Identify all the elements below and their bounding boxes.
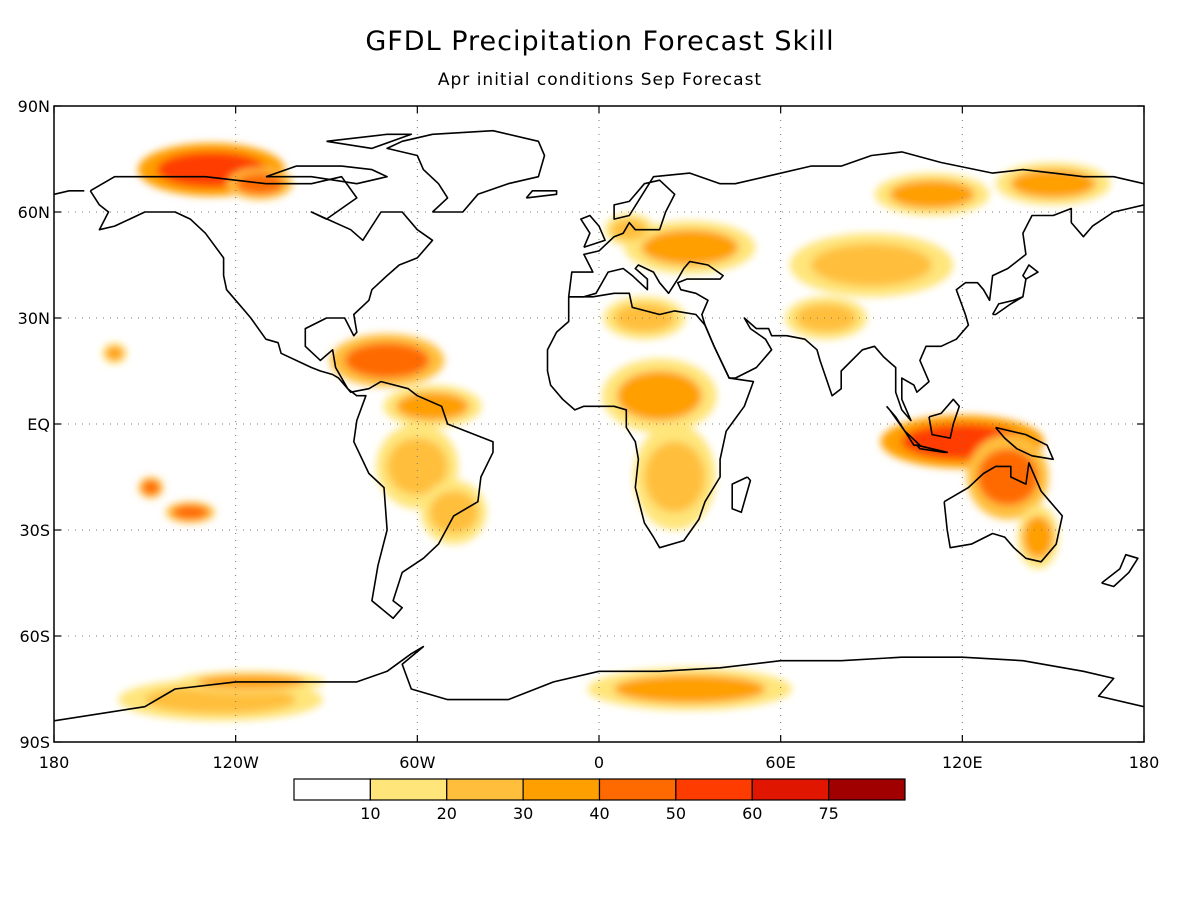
x-tick-label: 120E [942, 753, 983, 772]
x-tick-label: 0 [594, 753, 604, 772]
skill-region [889, 180, 975, 209]
skill-region [344, 342, 430, 379]
y-tick-label: 30S [19, 521, 50, 540]
x-tick-label: 180 [1129, 753, 1160, 772]
colorbar-swatch [369, 778, 448, 801]
skill-region [614, 674, 766, 704]
skill-region [1022, 515, 1054, 559]
skill-region [617, 371, 702, 421]
skill-field [102, 143, 1111, 721]
colorbar-label: 30 [513, 804, 533, 823]
coastline [568, 204, 1144, 422]
colorbar-label: 60 [742, 804, 762, 823]
skill-region [810, 243, 933, 287]
coastline [928, 398, 961, 439]
coastline [265, 165, 388, 185]
chart-subtitle: Apr initial conditions Sep Forecast [437, 70, 763, 90]
colorbar-label: 50 [666, 804, 686, 823]
coastline [326, 133, 413, 150]
coastline [943, 462, 1064, 563]
coastline [525, 190, 558, 199]
skill-region [172, 505, 209, 520]
colorbar-swatch [522, 778, 601, 801]
colorbar-label: 40 [589, 804, 609, 823]
x-tick-label: 180 [39, 753, 70, 772]
colorbar-swatch [293, 778, 371, 801]
x-tick-label: 60E [765, 753, 795, 772]
coastline [994, 426, 1054, 461]
colorbar-label: 10 [360, 804, 380, 823]
skill-region [144, 685, 297, 714]
coastline [1101, 553, 1139, 588]
coastline [54, 190, 85, 196]
colorbar-swatch [446, 778, 524, 801]
axes: 180 120W 60W 0 60E 120E 180 90N 60N 30N EQ 30S 60S 90… [18, 97, 1160, 772]
skill-region [141, 480, 160, 495]
gridlines [54, 106, 1144, 742]
skill-region [641, 229, 739, 265]
coastline [916, 444, 948, 454]
skill-region [644, 441, 705, 513]
coastline [580, 214, 606, 249]
colorbar-label: 20 [437, 804, 457, 823]
coastline [386, 129, 546, 213]
skill-region [396, 392, 469, 421]
skill-region [105, 346, 124, 361]
skill-region [429, 491, 478, 534]
colorbar-swatch [675, 778, 753, 801]
y-tick-label: 90S [19, 733, 50, 752]
x-tick-label: 120W [212, 753, 259, 772]
skill-region [614, 303, 675, 333]
skill-region [387, 438, 448, 495]
y-tick-label: EQ [27, 415, 50, 434]
y-tick-label: 90N [18, 97, 50, 116]
coastline [89, 175, 494, 620]
y-tick-label: 60S [19, 627, 50, 646]
coastline [54, 645, 1144, 722]
skill-region [795, 303, 857, 333]
coastline [731, 476, 752, 514]
chart-title: GFDL Precipitation Forecast Skill [365, 26, 835, 57]
coastline [546, 292, 755, 549]
skill-region [977, 448, 1039, 506]
y-tick-label: 60N [18, 203, 50, 222]
y-tick-label: 30N [18, 309, 50, 328]
coastlines [54, 129, 1144, 722]
coastline [991, 264, 1039, 316]
colorbar-swatch [751, 778, 830, 801]
x-tick-label: 60W [399, 753, 435, 772]
colorbar-swatch [598, 778, 677, 801]
skill-region [1010, 169, 1096, 198]
colorbar-label: 75 [818, 804, 838, 823]
colorbar: 10 20 30 40 50 60 75 [293, 778, 906, 823]
coastline [567, 151, 1144, 297]
colorbar-swatch [828, 778, 906, 801]
